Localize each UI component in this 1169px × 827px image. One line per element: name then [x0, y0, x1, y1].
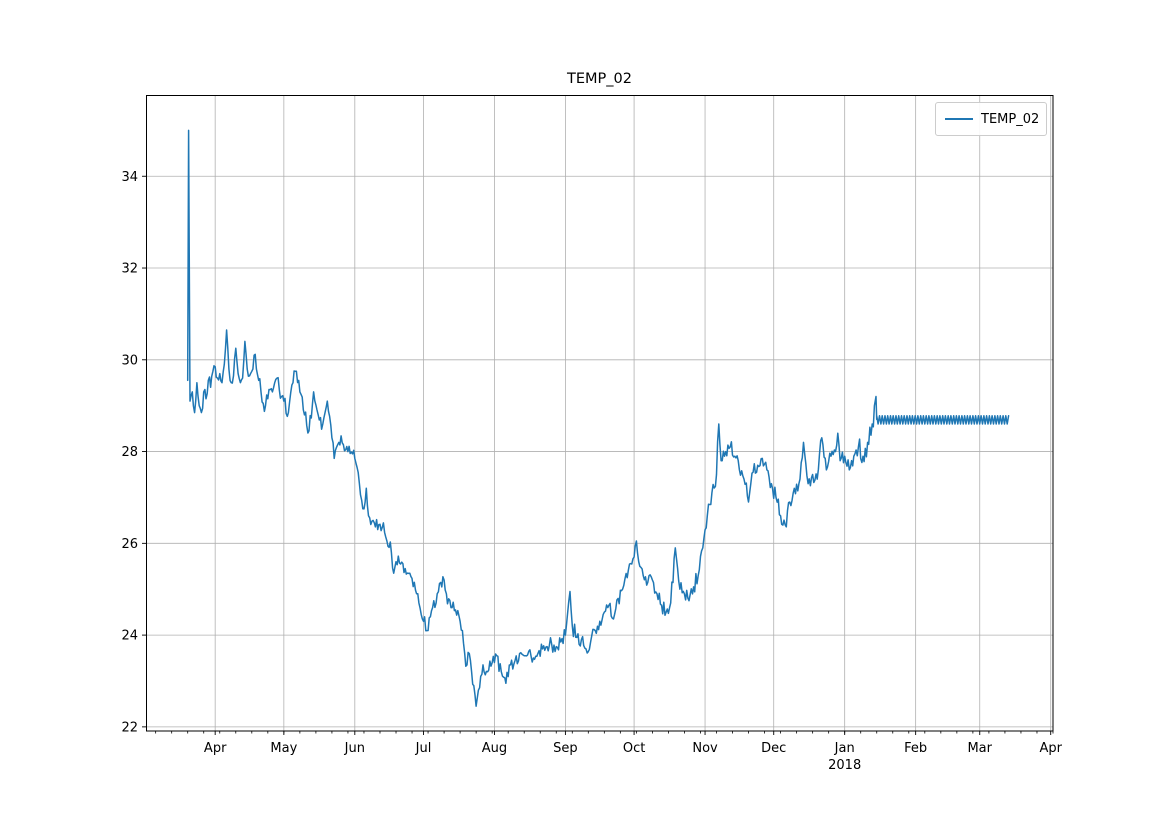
svg-text:Feb: Feb — [904, 741, 927, 756]
svg-text:26: 26 — [121, 537, 138, 552]
svg-text:24: 24 — [121, 629, 138, 644]
legend-label: TEMP_02 — [981, 111, 1040, 127]
legend-line-swatch — [945, 118, 973, 120]
svg-text:Jul: Jul — [415, 741, 432, 756]
svg-text:Jun: Jun — [344, 741, 365, 756]
svg-text:28: 28 — [121, 445, 138, 460]
svg-text:2018: 2018 — [828, 758, 861, 773]
svg-text:34: 34 — [121, 170, 138, 185]
svg-text:Apr: Apr — [204, 741, 227, 756]
svg-text:May: May — [270, 741, 297, 756]
legend: TEMP_02 — [935, 102, 1047, 136]
chart-title: TEMP_02 — [567, 71, 632, 87]
svg-text:Mar: Mar — [967, 741, 992, 756]
svg-text:Sep: Sep — [553, 741, 578, 756]
svg-text:Oct: Oct — [623, 741, 645, 756]
svg-text:22: 22 — [121, 720, 138, 735]
svg-text:Apr: Apr — [1039, 741, 1062, 756]
svg-text:32: 32 — [121, 262, 138, 277]
svg-text:Aug: Aug — [482, 741, 507, 756]
svg-text:Dec: Dec — [761, 741, 786, 756]
svg-text:Jan: Jan — [834, 741, 855, 756]
svg-text:Nov: Nov — [692, 741, 718, 756]
svg-text:30: 30 — [121, 353, 138, 368]
